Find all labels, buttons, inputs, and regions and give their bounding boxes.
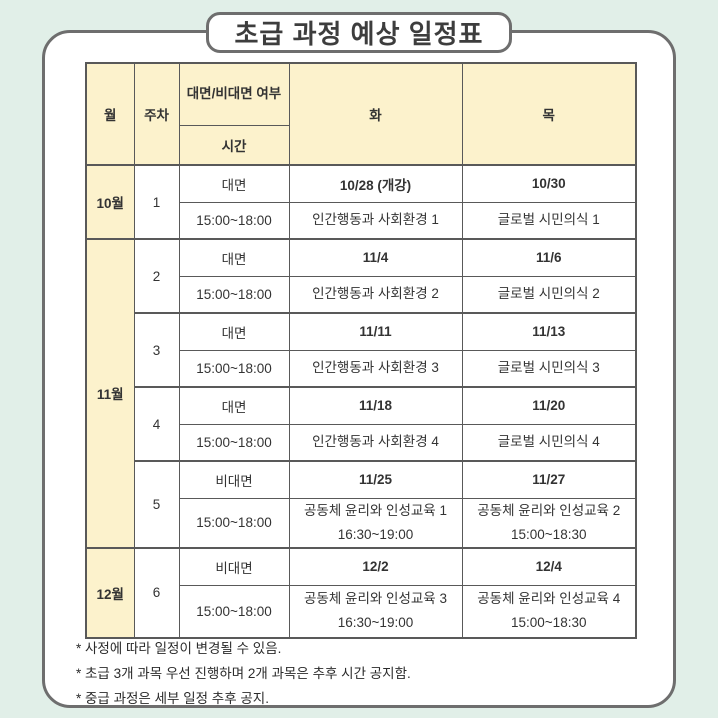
course-cell-tue: 인간행동과 사회환경 4 (288, 423, 463, 462)
course-cell-thu: 글로벌 시민의식 4 (461, 423, 637, 462)
header-month: 월 (85, 62, 135, 166)
course-time: 16:30~19:00 (337, 615, 414, 631)
table-row: 15:00~18:00 공동체 윤리와 인성교육 1 16:30~19:00 공… (86, 497, 637, 548)
table-row: 11월 2 대면 11/4 11/6 (85, 238, 637, 548)
footnote: * 사정에 따라 일정이 변경될 수 있음. (76, 641, 282, 656)
time-cell: 15:00~18:00 (178, 585, 290, 638)
course-name: 공동체 윤리와 인성교육 1 (304, 502, 447, 518)
date-cell-tue: 11/4 (288, 238, 463, 277)
header-tuesday: 화 (288, 62, 463, 166)
date-cell-thu: 11/20 (461, 386, 637, 425)
course-cell-tue: 인간행동과 사회환경 1 (288, 201, 463, 240)
schedule-table-container: 월 주차 대면/비대면 여부 화 목 시간 10월 1 대면 10/28 (개강… (85, 62, 637, 639)
course-cell-tue: 인간행동과 사회환경 2 (288, 275, 463, 314)
course-name: 인간행동과 사회환경 1 (312, 212, 439, 228)
course-cell-thu: 글로벌 시민의식 3 (461, 349, 637, 388)
week-cell: 5 (133, 460, 180, 548)
date-cell-tue: 12/2 (288, 546, 463, 586)
course-name: 공동체 윤리와 인성교육 2 (477, 502, 621, 518)
course-cell-tue: 공동체 윤리와 인성교육 3 16:30~19:00 (288, 585, 463, 638)
table-row: 15:00~18:00 인간행동과 사회환경 1 글로벌 시민의식 1 (86, 201, 637, 240)
mode-cell: 비대면 (178, 546, 290, 586)
course-cell-tue: 공동체 윤리와 인성교육 1 16:30~19:00 (288, 497, 463, 548)
course-name: 공동체 윤리와 인성교육 3 (304, 591, 447, 607)
page-title: 초급 과정 예상 일정표 (234, 19, 484, 49)
header-time: 시간 (178, 124, 290, 166)
mode-cell: 대면 (178, 386, 290, 425)
header-thursday: 목 (461, 62, 637, 166)
course-name: 글로벌 시민의식 4 (497, 434, 600, 450)
table-row: 15:00~18:00 인간행동과 사회환경 3 글로벌 시민의식 3 (86, 349, 637, 388)
week-cell: 6 (133, 546, 180, 638)
course-time: 16:30~19:00 (337, 526, 414, 542)
schedule-table: 월 주차 대면/비대면 여부 화 목 시간 10월 1 대면 10/28 (개강… (85, 62, 637, 639)
table-header-row: 시간 (86, 124, 636, 166)
date-cell-tue: 11/18 (288, 386, 463, 425)
table-row: 3 대면 11/11 11/13 (86, 312, 637, 388)
time-cell: 15:00~18:00 (178, 423, 290, 462)
course-cell-tue: 인간행동과 사회환경 3 (288, 349, 463, 388)
course-cell-thu: 글로벌 시민의식 2 (461, 275, 637, 314)
table-row: 4 대면 11/18 11/20 (86, 386, 637, 462)
date-cell-thu: 12/4 (461, 546, 637, 586)
week-cell: 3 (133, 312, 180, 388)
date-cell-thu: 11/6 (461, 238, 637, 277)
date-cell-thu: 11/27 (461, 460, 637, 499)
table-row: 15:00~18:00 인간행동과 사회환경 4 글로벌 시민의식 4 (86, 423, 637, 462)
course-cell-thu: 공동체 윤리와 인성교육 4 15:00~18:30 (461, 585, 637, 638)
course-cell-thu: 글로벌 시민의식 1 (461, 201, 637, 240)
table-row: 15:00~18:00 공동체 윤리와 인성교육 3 16:30~19:00 공… (86, 585, 637, 638)
date-cell-tue: 11/11 (288, 312, 463, 351)
mode-cell: 대면 (178, 312, 290, 351)
mode-cell: 대면 (178, 238, 290, 277)
time-cell: 15:00~18:00 (178, 497, 290, 548)
course-name: 글로벌 시민의식 1 (497, 212, 600, 228)
time-cell: 15:00~18:00 (178, 201, 290, 240)
course-name: 인간행동과 사회환경 4 (312, 434, 439, 450)
footnote: * 초급 3개 과목 우선 진행하며 2개 과목은 추후 시간 공지함. (76, 666, 411, 681)
date-cell-thu: 10/30 (461, 164, 637, 203)
course-time: 15:00~18:30 (511, 615, 587, 631)
week-cell: 4 (133, 386, 180, 462)
table-row: 5 비대면 11/25 11/27 (86, 460, 637, 548)
month-cell: 12월 (85, 546, 135, 638)
time-cell: 15:00~18:00 (178, 275, 290, 314)
table-row: 12월 6 비대면 12/2 12/4 (85, 546, 637, 638)
week-cell: 1 (133, 164, 180, 240)
week-cell: 2 (133, 238, 180, 314)
course-name: 글로벌 시민의식 3 (497, 360, 600, 376)
month-cell: 10월 (85, 164, 135, 240)
footnotes: * 사정에 따라 일정이 변경될 수 있음. * 초급 3개 과목 우선 진행하… (76, 636, 411, 711)
header-mode: 대면/비대면 여부 (178, 62, 290, 126)
date-cell-tue: 10/28 (개강) (288, 164, 463, 203)
footnote: * 중급 과정은 세부 일정 추후 공지. (76, 691, 269, 706)
course-name: 인간행동과 사회환경 2 (312, 286, 439, 302)
course-time: 15:00~18:30 (511, 526, 587, 542)
course-cell-thu: 공동체 윤리와 인성교육 2 15:00~18:30 (461, 497, 637, 548)
date-cell-thu: 11/13 (461, 312, 637, 351)
table-row: 10월 1 대면 10/28 (개강) 10/30 (85, 164, 637, 240)
course-name: 공동체 윤리와 인성교육 4 (477, 591, 621, 607)
course-name: 글로벌 시민의식 2 (497, 286, 600, 302)
header-week: 주차 (133, 62, 180, 166)
month-cell: 11월 (85, 238, 135, 548)
title-box: 초급 과정 예상 일정표 (206, 12, 512, 53)
table-row: 15:00~18:00 인간행동과 사회환경 2 글로벌 시민의식 2 (86, 275, 637, 314)
table-header-row: 월 주차 대면/비대면 여부 화 목 (85, 62, 637, 166)
mode-cell: 비대면 (178, 460, 290, 499)
course-name: 인간행동과 사회환경 3 (312, 360, 439, 376)
time-cell: 15:00~18:00 (178, 349, 290, 388)
mode-cell: 대면 (178, 164, 290, 203)
date-cell-tue: 11/25 (288, 460, 463, 499)
